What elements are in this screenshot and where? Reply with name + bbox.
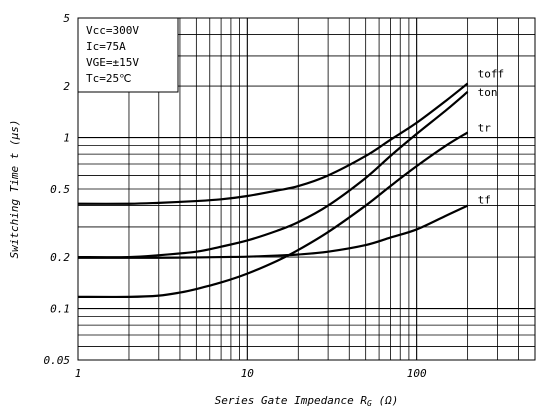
x-axis-title-sub: G [367, 399, 372, 408]
series-layer [77, 82, 469, 299]
x-tick-labels: 1 10 100 [75, 367, 427, 380]
condition-line: Ic=75A [86, 40, 126, 53]
y-tick-label: 5 [63, 12, 70, 25]
condition-line: VGE=±15V [86, 56, 139, 69]
series-label-tr: tr [478, 121, 492, 134]
x-axis-title: Series Gate Impedance RG (Ω) [215, 394, 399, 408]
x-axis-title-tail: (Ω) [372, 394, 399, 407]
series-label-ton: ton [478, 86, 498, 99]
grid-minor [78, 18, 535, 360]
y-tick-label: 1 [63, 132, 70, 145]
y-tick-labels: 0.05 0.1 0.2 0.5 1 2 5 [44, 12, 71, 367]
y-tick-label: 0.05 [44, 354, 71, 367]
series-line-tr [77, 131, 469, 299]
conditions-legend: Vcc=300V Ic=75A VGE=±15V Tc=25℃ [86, 24, 139, 85]
series-label-tf: tf [478, 194, 491, 207]
x-tick-label: 10 [241, 367, 255, 380]
condition-line: Tc=25℃ [86, 72, 131, 85]
x-axis-title-main: Series Gate Impedance R [215, 394, 368, 407]
x-tick-label: 1 [75, 367, 82, 380]
y-axis-title: Switching Time t (μs) [8, 119, 21, 258]
x-tick-label: 100 [407, 367, 427, 380]
series-line-toff [77, 82, 469, 205]
series-line-tf [77, 204, 469, 259]
y-tick-label: 0.2 [50, 251, 70, 264]
y-tick-label: 0.1 [50, 303, 70, 316]
y-tick-label: 2 [63, 80, 70, 93]
plot-frame [77, 17, 536, 361]
series-line-ton [77, 91, 469, 259]
y-tick-label: 0.5 [50, 183, 70, 196]
series-label-layer: toff ton tr tf [478, 67, 505, 206]
series-label-toff: toff [478, 67, 505, 80]
condition-line: Vcc=300V [86, 24, 139, 37]
conditions-legend-box [77, 17, 179, 93]
